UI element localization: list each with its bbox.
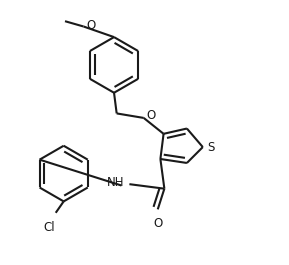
Text: O: O [146, 109, 155, 122]
Text: S: S [208, 140, 215, 154]
Text: O: O [86, 19, 95, 32]
Text: NH: NH [107, 176, 124, 189]
Text: Cl: Cl [43, 221, 55, 234]
Text: O: O [153, 217, 162, 230]
